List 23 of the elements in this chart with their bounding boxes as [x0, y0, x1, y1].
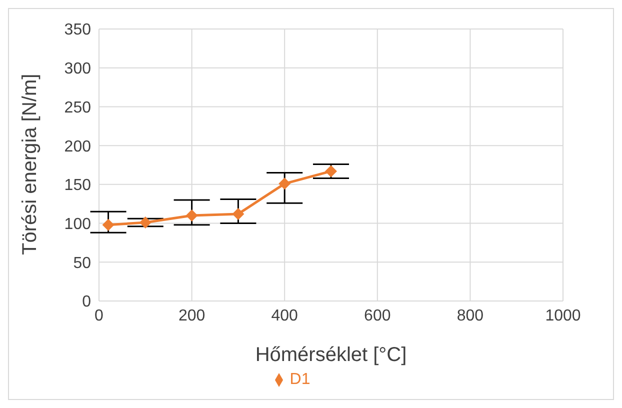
y-tick-label: 50	[73, 254, 92, 272]
x-tick-label: 1000	[545, 307, 581, 324]
x-axis-title: Hőmérséklet [°C]	[255, 344, 407, 366]
y-tick-label: 300	[64, 60, 92, 78]
y-axis-title: Törési energia [N/m]	[19, 74, 42, 255]
point	[325, 165, 337, 178]
y-tick-label: 150	[64, 177, 92, 194]
point	[186, 210, 198, 222]
x-tick-label: 600	[364, 307, 391, 324]
point	[278, 178, 291, 190]
y-tick-label: 0	[82, 294, 92, 311]
x-tick-label: 800	[456, 307, 484, 324]
x-tick-label: 0	[94, 307, 104, 324]
point	[139, 216, 152, 229]
x-tick-label: 200	[178, 307, 206, 324]
x-tick-label: 400	[271, 307, 298, 324]
point	[232, 208, 244, 220]
y-tick-label: 200	[64, 138, 92, 156]
y-tick-label: 350	[64, 22, 92, 39]
point	[102, 218, 114, 231]
y-tick-label: 250	[64, 99, 92, 116]
legend-label: D1	[290, 371, 310, 388]
y-tick-label: 100	[64, 216, 92, 233]
